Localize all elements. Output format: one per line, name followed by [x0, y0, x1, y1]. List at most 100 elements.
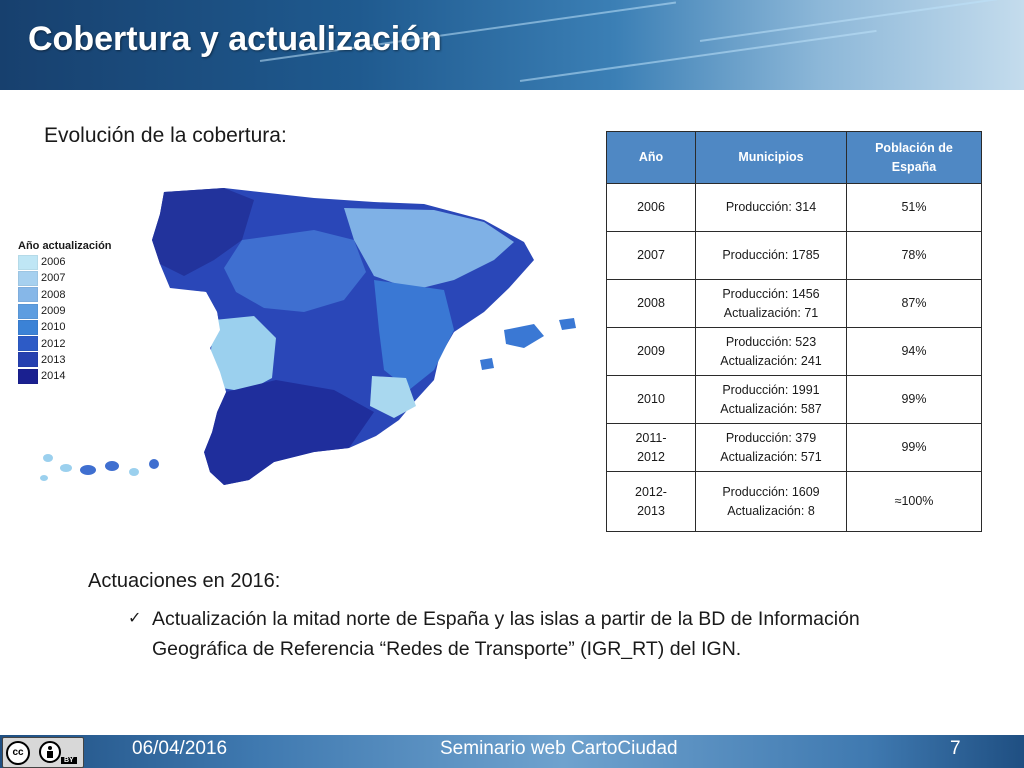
cell-municipios-line: Producción: 1609	[722, 484, 820, 499]
cell-year-text: 2012-2013	[635, 484, 667, 518]
cell-year: 2008	[606, 279, 696, 328]
cell-year: 2007	[606, 231, 696, 280]
cell-poblacion: 87%	[846, 279, 982, 328]
cell-poblacion: 99%	[846, 423, 982, 472]
checkmark-icon: ✓	[128, 610, 142, 627]
cell-municipios-line: Actualización: 587	[720, 401, 822, 416]
column-header-year: Año	[606, 131, 696, 184]
actuaciones-title: Actuaciones en 2016:	[88, 570, 281, 592]
map-canary-islands	[80, 465, 96, 475]
cc-icon: cc	[6, 741, 30, 765]
legend-label: 2014	[41, 370, 66, 383]
cell-poblacion: 94%	[846, 327, 982, 376]
legend-label: 2010	[41, 321, 66, 334]
table-header-row: Año Municipios Población de España	[606, 131, 982, 184]
map-canary-islands	[149, 459, 159, 469]
table-row: 2011-2012 Producción: 379 Actualización:…	[606, 423, 982, 472]
legend-title: Año actualización	[18, 240, 112, 252]
map-balearic-islands	[480, 358, 494, 370]
bullet-item: ✓ Actualización la mitad norte de España…	[128, 604, 928, 664]
map-region-northwest	[152, 188, 254, 276]
legend-item: 2013	[18, 352, 112, 368]
footer-event: Seminario web CartoCiudad	[440, 738, 678, 759]
column-header-poblacion-text: Población de España	[875, 140, 953, 174]
cell-municipios-line: Producción: 379	[725, 430, 817, 445]
legend-item: 2012	[18, 335, 112, 352]
map-canary-islands	[43, 454, 53, 462]
cell-year: 2010	[606, 375, 696, 424]
cell-year-text: 2011-2012	[635, 430, 667, 464]
legend-label: 2007	[41, 272, 66, 285]
legend-label: 2013	[41, 353, 66, 366]
cell-municipios-line: Actualización: 8	[727, 503, 815, 518]
legend-swatch	[18, 352, 38, 368]
cell-year: 2006	[606, 183, 696, 232]
cell-municipios: Producción: 314	[695, 183, 847, 232]
attribution-icon	[39, 741, 61, 763]
legend-item: 2010	[18, 319, 112, 335]
cell-year: 2011-2012	[606, 423, 696, 472]
legend-item: 2008	[18, 287, 112, 303]
map-portugal	[154, 288, 226, 452]
bullet-text-line: Actualización la mitad norte de España y…	[152, 608, 860, 630]
cell-municipios: Producción: 523 Actualización: 241	[695, 327, 847, 376]
legend-swatch	[18, 303, 38, 319]
cell-municipios: Producción: 1991 Actualización: 587	[695, 375, 847, 424]
license-by-label: BY	[61, 757, 77, 764]
cell-municipios: Producción: 379 Actualización: 571	[695, 423, 847, 472]
legend-label: 2012	[41, 337, 66, 350]
cell-municipios: Producción: 1456 Actualización: 71	[695, 279, 847, 328]
map-canary-islands	[40, 475, 48, 481]
map-canary-islands	[105, 461, 119, 471]
legend-swatch	[18, 319, 38, 335]
legend-swatch	[18, 270, 38, 286]
cell-municipios-line: Actualización: 71	[723, 305, 819, 320]
table-row: 2008 Producción: 1456 Actualización: 71 …	[606, 279, 982, 328]
legend-label: 2006	[41, 256, 66, 269]
cell-poblacion: 99%	[846, 375, 982, 424]
map-legend: Año actualización 2006 2007 2008 2009 20…	[18, 240, 112, 384]
cell-year: 2009	[606, 327, 696, 376]
creative-commons-badge: cc BY	[2, 737, 84, 768]
spain-coverage-map	[40, 188, 576, 485]
cell-poblacion: 51%	[846, 183, 982, 232]
cell-poblacion: 78%	[846, 231, 982, 280]
table-row: 2012-2013 Producción: 1609 Actualización…	[606, 471, 982, 532]
map-region-south	[204, 380, 374, 485]
table-row: 2007 Producción: 1785 78%	[606, 231, 982, 280]
slide-title: Cobertura y actualización	[28, 20, 442, 58]
cell-municipios: Producción: 1609 Actualización: 8	[695, 471, 847, 532]
section-title: Evolución de la cobertura:	[44, 124, 287, 147]
cell-poblacion: ≈100%	[846, 471, 982, 532]
map-canary-islands	[60, 464, 72, 472]
legend-item: 2007	[18, 270, 112, 286]
slide-footer: cc BY 06/04/2016 Seminario web CartoCiud…	[0, 735, 1024, 768]
cell-municipios-line: Producción: 314	[725, 200, 817, 215]
header-decoration	[519, 29, 877, 82]
map-region-northeast	[344, 208, 514, 290]
map-balearic-islands	[504, 324, 544, 348]
coverage-table: Año Municipios Población de España 2006 …	[606, 131, 982, 532]
legend-item: 2014	[18, 368, 112, 384]
map-region-castilla	[224, 230, 366, 312]
map-region-east	[374, 280, 454, 390]
cell-year: 2012-2013	[606, 471, 696, 532]
cell-municipios-line: Actualización: 241	[720, 353, 822, 368]
table-row: 2009 Producción: 523 Actualización: 241 …	[606, 327, 982, 376]
cell-municipios-line: Producción: 1456	[722, 286, 820, 301]
slide-header: Cobertura y actualización	[0, 0, 1024, 90]
legend-label: 2008	[41, 288, 66, 301]
map-balearic-islands	[559, 318, 576, 330]
cell-municipios-line: Producción: 1785	[722, 248, 820, 263]
legend-swatch	[18, 368, 38, 384]
legend-swatch	[18, 287, 38, 303]
legend-swatch	[18, 254, 38, 270]
map-region-west	[210, 316, 276, 392]
cell-municipios: Producción: 1785	[695, 231, 847, 280]
map-region-southeast	[370, 376, 416, 418]
column-header-poblacion: Población de España	[846, 131, 982, 184]
column-header-municipios: Municipios	[695, 131, 847, 184]
legend-item: 2009	[18, 303, 112, 319]
legend-swatch	[18, 336, 38, 352]
map-canary-islands	[129, 468, 139, 476]
